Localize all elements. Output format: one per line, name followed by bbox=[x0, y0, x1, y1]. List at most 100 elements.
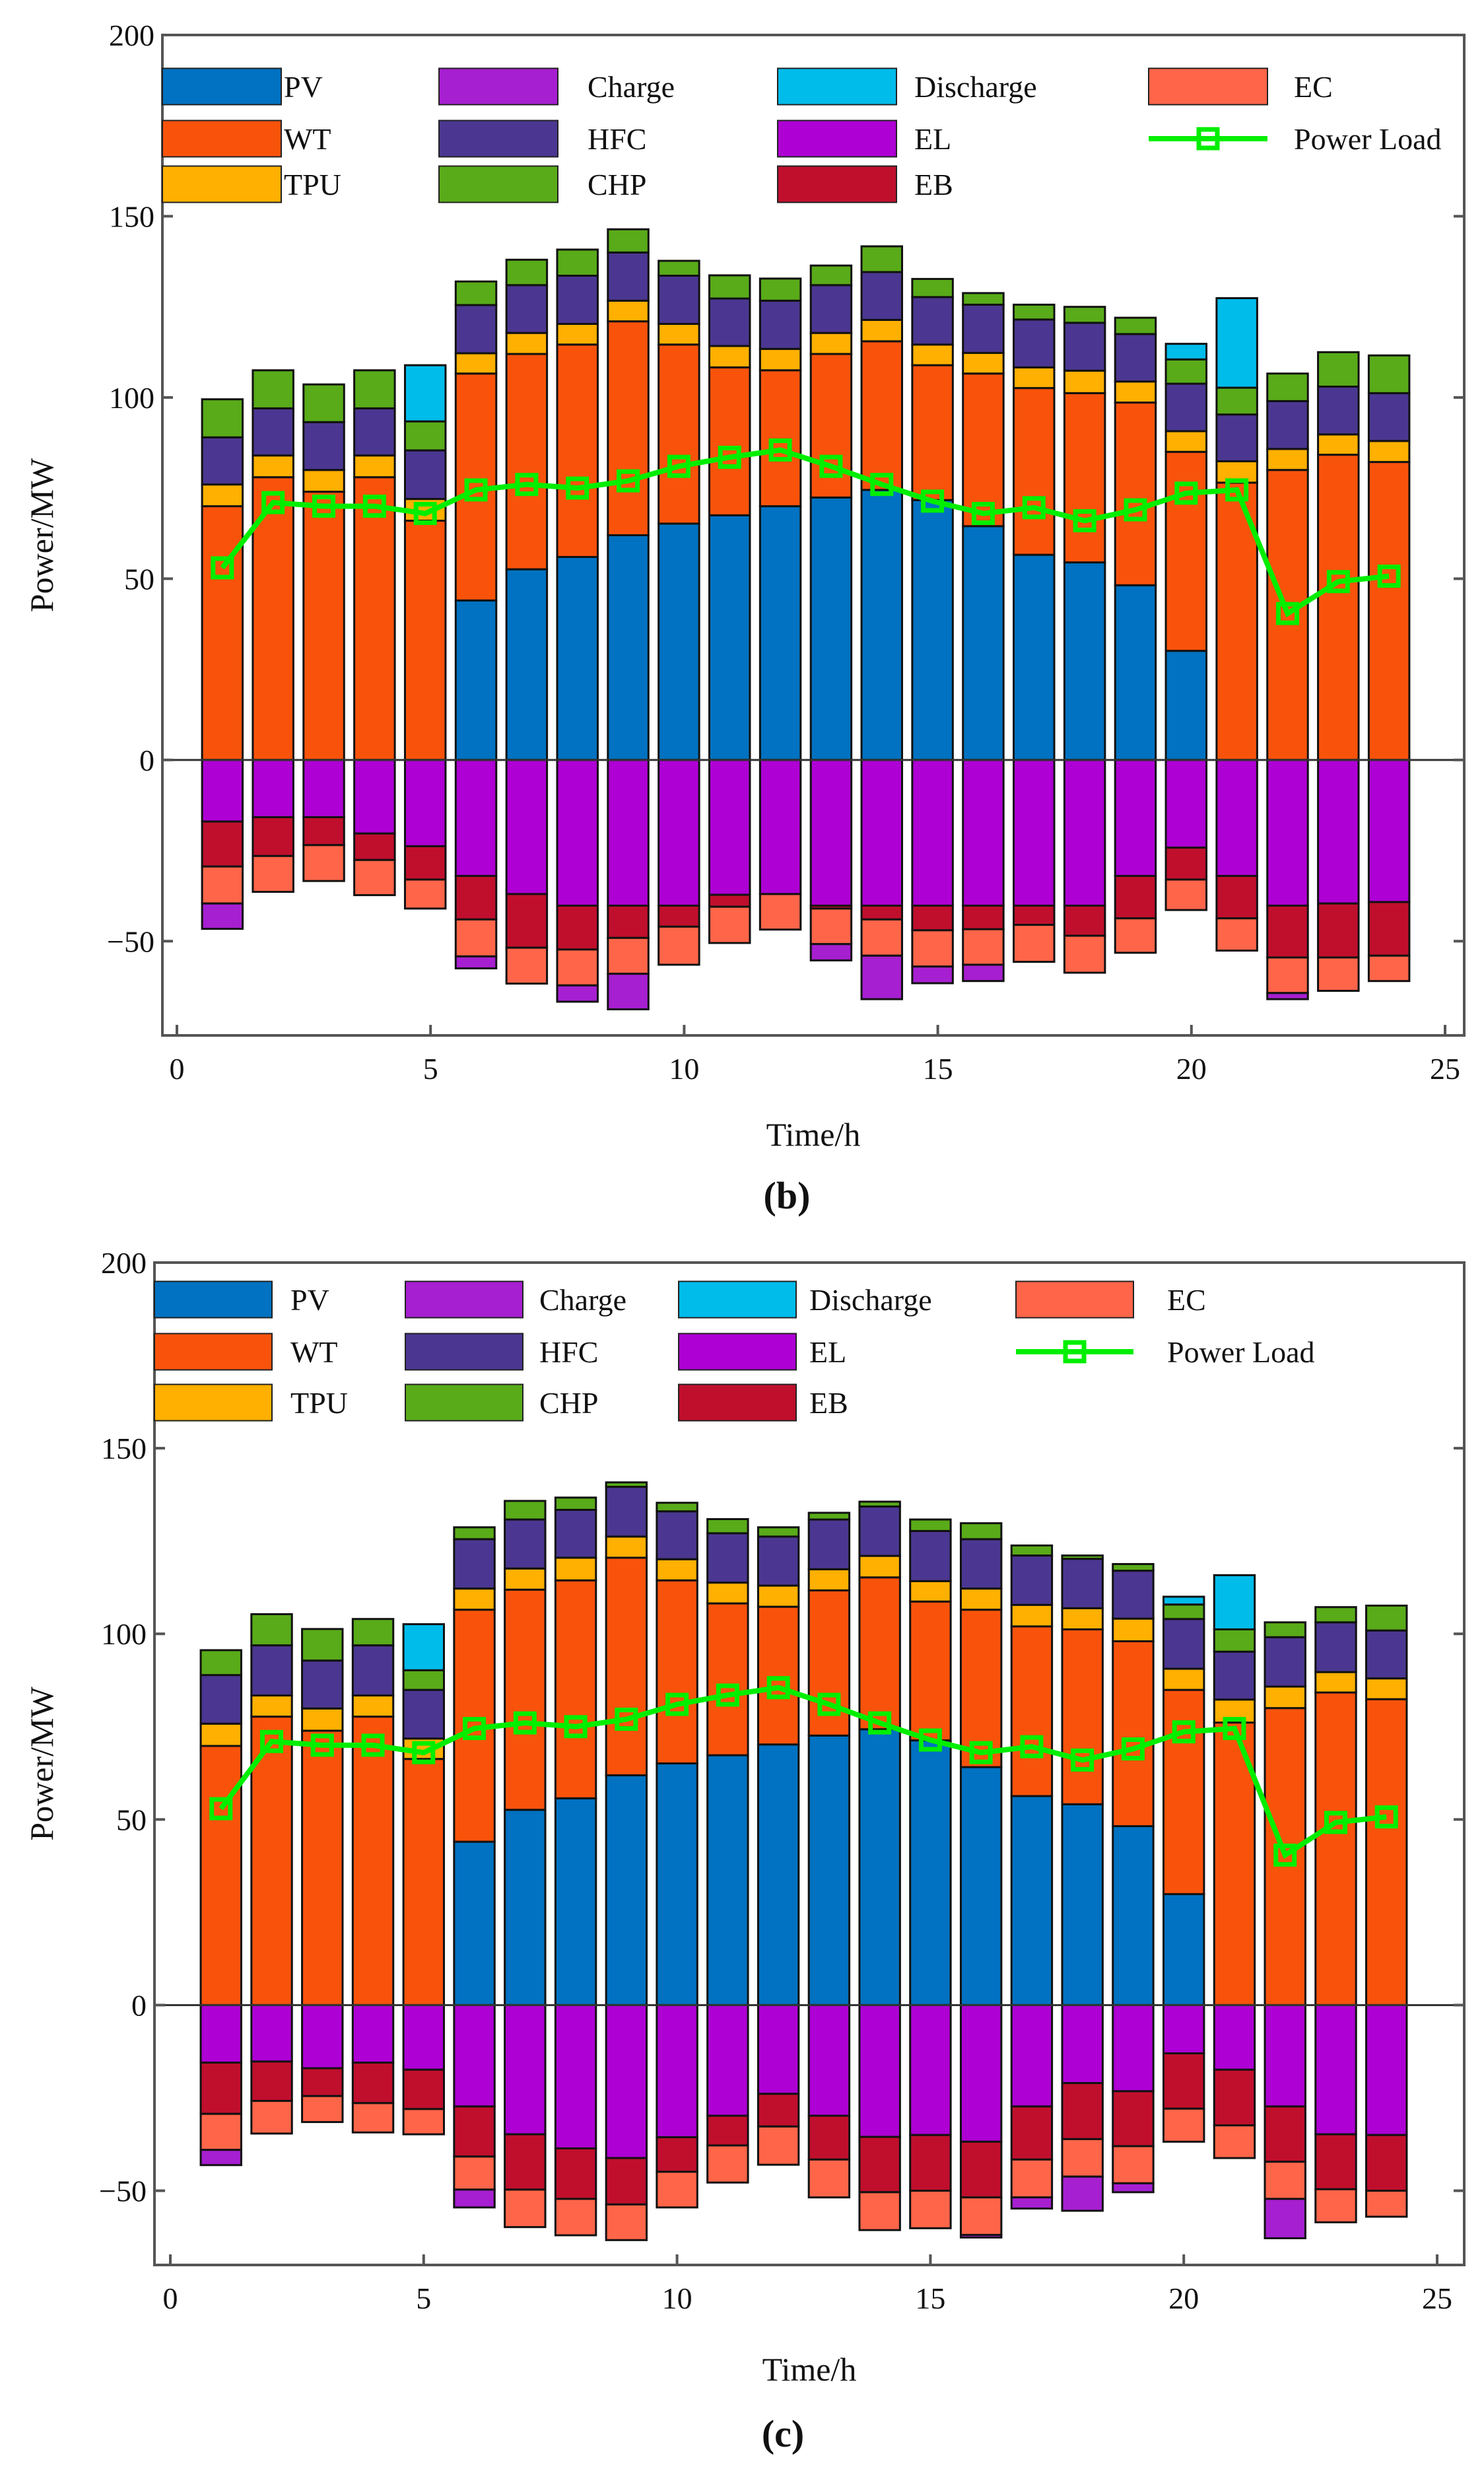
legend-swatch bbox=[678, 1383, 797, 1422]
power-load-marker-h7 bbox=[515, 473, 539, 497]
bar-ec-h16 bbox=[959, 2196, 1003, 2236]
bar-wt-h11 bbox=[706, 1602, 749, 1757]
power-load-marker-h4 bbox=[362, 495, 386, 518]
bar-chp-h5 bbox=[403, 420, 447, 452]
bar-chp-h15 bbox=[911, 277, 954, 298]
bar-wt-h5 bbox=[402, 1758, 446, 2006]
bar-el-h7 bbox=[505, 759, 549, 895]
bar-hfc-h7 bbox=[505, 284, 549, 334]
bar-ec-h1 bbox=[199, 2112, 242, 2151]
bar-el-h10 bbox=[656, 2003, 698, 2139]
bar-el-h14 bbox=[860, 759, 903, 907]
bar-wt-h14 bbox=[860, 340, 903, 491]
bar-tpu-h11 bbox=[708, 345, 751, 368]
bar-chp-h18 bbox=[1061, 1554, 1104, 1560]
bar-tpu-h18 bbox=[1063, 369, 1106, 394]
legend-swatch bbox=[1148, 67, 1268, 106]
power-load-marker-h9 bbox=[617, 469, 640, 493]
power-load-marker-h15 bbox=[921, 489, 945, 513]
bar-tpu-h7 bbox=[505, 331, 549, 355]
bar-tpu-h10 bbox=[656, 1558, 698, 1582]
bar-wt-h14 bbox=[858, 1576, 901, 1731]
bar-ec-h6 bbox=[453, 2155, 496, 2191]
bar-el-h15 bbox=[909, 2003, 952, 2136]
bar-pv-h14 bbox=[860, 489, 903, 761]
bar-chp-h9 bbox=[607, 228, 650, 254]
bar-chp-h3 bbox=[301, 1628, 344, 1662]
legend-label: CHP bbox=[588, 168, 646, 201]
bar-pv-h15 bbox=[911, 499, 954, 761]
bar-chp-h17 bbox=[1010, 1544, 1054, 1557]
bar-ec-h20 bbox=[1164, 878, 1208, 911]
bar-tpu-h8 bbox=[554, 1556, 597, 1582]
bar-ec-h5 bbox=[402, 2108, 446, 2136]
bar-eb-h8 bbox=[556, 904, 599, 951]
bar-charge-h6 bbox=[453, 2188, 496, 2209]
bar-hfc-h3 bbox=[301, 1659, 344, 1710]
bar-el-h3 bbox=[302, 759, 345, 819]
bar-pv-h7 bbox=[505, 568, 549, 761]
bar-el-h9 bbox=[605, 2003, 648, 2159]
bar-tpu-h12 bbox=[757, 1584, 800, 1608]
bar-charge-h17 bbox=[1010, 2196, 1054, 2210]
bar-el-h4 bbox=[353, 759, 396, 835]
legend-label: EL bbox=[809, 1335, 846, 1369]
bar-charge-h15 bbox=[911, 965, 954, 985]
bar-tpu-h24 bbox=[1367, 440, 1411, 464]
bar-tpu-h20 bbox=[1164, 430, 1208, 453]
bar-hfc-h9 bbox=[605, 1486, 648, 1538]
x-tick-label: 0 bbox=[163, 2281, 178, 2315]
bar-wt-h21 bbox=[1213, 1722, 1256, 2006]
power-load-marker-h6 bbox=[463, 1717, 487, 1741]
bar-ec-h2 bbox=[250, 2099, 293, 2135]
legend-swatch bbox=[154, 1383, 273, 1422]
legend-item-chp: CHP bbox=[405, 1383, 598, 1422]
bar-hfc-h23 bbox=[1317, 385, 1360, 436]
power-load-marker-h21 bbox=[1223, 1717, 1246, 1741]
legend-swatch bbox=[1015, 1280, 1134, 1319]
bar-eb-h11 bbox=[708, 893, 751, 908]
bar-chp-h21 bbox=[1213, 1628, 1256, 1653]
y-tick-label: 50 bbox=[124, 562, 154, 596]
bar-tpu-h9 bbox=[607, 299, 650, 323]
legend: PV WT TPU Charge HFC CHP Discharge EL EB EC Power … bbox=[154, 1280, 1315, 1422]
power-load-marker-h23 bbox=[1324, 1811, 1347, 1834]
bar-chp-h5 bbox=[402, 1669, 446, 1691]
bar-eb-h3 bbox=[301, 2067, 344, 2097]
bar-el-h13 bbox=[809, 759, 853, 907]
bar-wt-h8 bbox=[554, 1579, 597, 1799]
bar-eb-h23 bbox=[1317, 902, 1360, 959]
bar-ec-h11 bbox=[708, 905, 751, 944]
bar-ec-h5 bbox=[403, 878, 447, 910]
power-load-marker-h9 bbox=[615, 1708, 638, 1731]
axes-frame bbox=[153, 1261, 1466, 2266]
power-load-marker-h3 bbox=[312, 495, 336, 518]
bar-hfc-h18 bbox=[1061, 1558, 1104, 1609]
bar-wt-h17 bbox=[1010, 1625, 1054, 1797]
bar-charge-h16 bbox=[959, 2233, 1003, 2239]
bar-hfc-h3 bbox=[302, 421, 345, 471]
bar-hfc-h17 bbox=[1013, 318, 1056, 368]
bar-chp-h8 bbox=[554, 1496, 597, 1511]
bar-ec-h13 bbox=[809, 907, 853, 946]
bar-eb-h9 bbox=[607, 904, 650, 939]
legend-item-power-load: Power Load bbox=[1149, 122, 1442, 156]
bar-el-h8 bbox=[554, 2003, 597, 2149]
bar-hfc-h12 bbox=[759, 299, 802, 350]
legend-item-wt: WT bbox=[154, 1333, 338, 1371]
bar-chp-h13 bbox=[807, 1512, 851, 1521]
bar-pv-h8 bbox=[554, 1797, 597, 2006]
bar-tpu-h14 bbox=[860, 318, 903, 343]
bar-discharge-h21 bbox=[1215, 297, 1258, 389]
bar-el-h15 bbox=[911, 759, 954, 907]
bar-el-h11 bbox=[708, 759, 751, 896]
bar-el-h1 bbox=[199, 2003, 242, 2064]
bar-pv-h9 bbox=[607, 534, 650, 761]
bar-pv-h19 bbox=[1112, 1825, 1155, 2006]
bar-chp-h24 bbox=[1367, 354, 1411, 394]
power-load-marker-h1 bbox=[211, 556, 234, 580]
bar-hfc-h10 bbox=[658, 274, 700, 325]
bar-el-h21 bbox=[1213, 2003, 1256, 2071]
legend-label: CHP bbox=[539, 1386, 598, 1420]
